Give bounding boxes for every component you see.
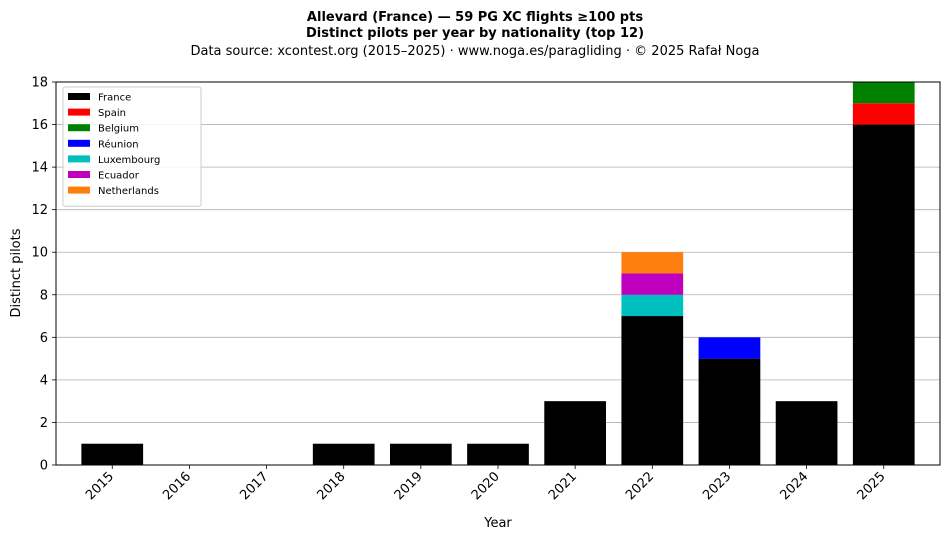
legend-swatch-luxembourg bbox=[68, 155, 90, 163]
legend-label-ecuador: Ecuador bbox=[98, 171, 140, 182]
x-tick-label-2024: 2024 bbox=[777, 469, 811, 503]
y-tick-label-18: 18 bbox=[31, 76, 48, 91]
bar-2018-france bbox=[312, 443, 375, 465]
y-tick-label-14: 14 bbox=[31, 161, 48, 176]
bar-2019-france bbox=[389, 443, 452, 465]
bars bbox=[81, 82, 915, 466]
y-tick-label-8: 8 bbox=[40, 288, 48, 303]
y-tick-label-6: 6 bbox=[40, 331, 48, 346]
bar-2025-spain bbox=[852, 103, 915, 125]
legend-swatch-france bbox=[68, 93, 90, 100]
bar-2023-france bbox=[698, 358, 761, 465]
y-tick-label-16: 16 bbox=[31, 118, 48, 133]
y-tick-label-0: 0 bbox=[40, 459, 48, 474]
y-axis-label: Distinct pilots bbox=[9, 228, 24, 317]
y-tick-label-12: 12 bbox=[31, 203, 48, 218]
bar-2025-belgium bbox=[852, 82, 915, 104]
x-tick-label-2021: 2021 bbox=[546, 469, 580, 503]
legend-swatch-réunion bbox=[68, 139, 90, 147]
bar-2024-france bbox=[775, 401, 838, 465]
bar-2021-france bbox=[544, 401, 607, 465]
y-tick-label-4: 4 bbox=[40, 373, 48, 388]
legend-swatch-ecuador bbox=[68, 171, 90, 178]
x-tick-label-2019: 2019 bbox=[392, 469, 426, 503]
chart-subtitle: Data source: xcontest.org (2015–2025) · … bbox=[190, 44, 759, 59]
bar-2022-netherlands bbox=[621, 252, 684, 274]
bar-2022-france bbox=[621, 316, 684, 465]
x-tick-label-2017: 2017 bbox=[237, 469, 271, 503]
legend-frame bbox=[62, 86, 202, 207]
bar-2022-ecuador bbox=[621, 273, 684, 295]
y-axis-ticks: 0 2 4 6 8 10 12 14 16 18 bbox=[31, 76, 56, 474]
legend-label-netherlands: Netherlands bbox=[98, 186, 159, 197]
x-tick-label-2022: 2022 bbox=[623, 469, 657, 503]
x-tick-label-2025: 2025 bbox=[855, 469, 889, 503]
x-tick-label-2016: 2016 bbox=[160, 469, 194, 503]
x-tick-label-2020: 2020 bbox=[469, 469, 503, 503]
bar-2022-luxembourg bbox=[621, 294, 684, 317]
legend-label-réunion: Réunion bbox=[98, 138, 139, 150]
legend-label-belgium: Belgium bbox=[98, 124, 139, 135]
x-tick-label-2018: 2018 bbox=[315, 469, 349, 503]
y-tick-label-2: 2 bbox=[40, 416, 48, 431]
legend-swatch-spain bbox=[68, 108, 90, 116]
bar-2023-réunion bbox=[698, 337, 761, 359]
legend-swatch-belgium bbox=[68, 124, 90, 132]
legend-label-spain: Spain bbox=[98, 108, 126, 119]
bar-2025-france bbox=[852, 124, 915, 466]
legend-label-france: France bbox=[98, 93, 131, 104]
chart-title-line1: Allevard (France) — 59 PG XC flights ≥10… bbox=[307, 10, 643, 25]
x-tick-label-2015: 2015 bbox=[83, 469, 117, 503]
legend: France Spain Belgium Réunion Luxembourg Ecuad… bbox=[62, 86, 202, 207]
x-axis-ticks: 2015 2016 2017 2018 2019 2020 2021 2022 2023 2024… bbox=[83, 465, 889, 503]
bar-2020-france bbox=[467, 443, 529, 465]
legend-label-luxembourg: Luxembourg bbox=[98, 155, 160, 166]
legend-swatch-netherlands bbox=[68, 186, 90, 194]
y-tick-label-10: 10 bbox=[31, 246, 48, 261]
x-axis-label: Year bbox=[483, 516, 512, 531]
x-tick-label-2023: 2023 bbox=[700, 469, 734, 503]
bar-2015-france bbox=[81, 443, 144, 465]
chart-title-line2: Distinct pilots per year by nationality … bbox=[306, 26, 644, 41]
